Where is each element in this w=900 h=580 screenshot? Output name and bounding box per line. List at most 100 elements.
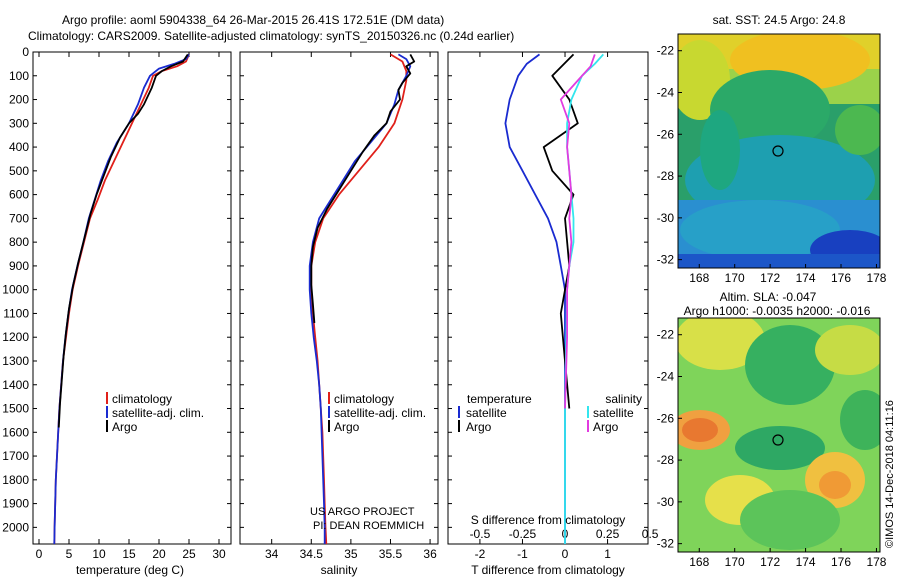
- depth-tick-label: 1600: [2, 425, 29, 439]
- title-line-1: Argo profile: aoml 5904338_64 26-Mar-201…: [62, 13, 444, 27]
- difference-series-t-satellite: [504, 53, 566, 544]
- salinity-xtick-label: 35.5: [379, 547, 403, 561]
- sst-map-xtick-label: 176: [831, 271, 851, 285]
- sla-map-xtick-label: 174: [796, 555, 816, 569]
- sst-map-ytick-label: -22: [657, 44, 675, 58]
- credit-pi: PI: DEAN ROEMMICH: [313, 520, 424, 532]
- sla-map-ytick-label: -24: [657, 370, 675, 384]
- sst-map-xtick-label: 168: [689, 271, 709, 285]
- depth-tick-label: 1500: [2, 402, 29, 416]
- sla-map-ytick-label: -32: [657, 537, 675, 551]
- sla-float-marker: [772, 434, 784, 446]
- legend-climatology-label: climatology: [112, 392, 172, 406]
- difference-xlabel: T difference from climatology: [471, 563, 625, 577]
- sla-map-title: Altim. SLA: -0.047: [720, 290, 817, 304]
- salinity-series-climatology: [310, 53, 408, 544]
- legend-climatology-label: climatology: [334, 392, 394, 406]
- depth-tick-label: 700: [9, 211, 29, 225]
- legend-satellite-label: satellite-adj. clim.: [112, 406, 204, 420]
- sst-map-xtick-label: 178: [866, 271, 886, 285]
- temperature-axes: 0 5 10 15 20 25 30: [33, 51, 231, 561]
- temperature-xtick-label: 10: [92, 547, 106, 561]
- temperature-xtick-label: 20: [152, 547, 166, 561]
- depth-tick-label: 1400: [2, 378, 29, 392]
- salinity-series-satellite: [308, 53, 412, 544]
- sst-map-ytick-label: -30: [657, 211, 675, 225]
- temperature-series-climatology: [53, 54, 190, 544]
- salinity-panel-frame: [239, 51, 439, 545]
- sla-map-frame: [677, 317, 881, 553]
- difference-xtick-label: 1: [604, 547, 611, 561]
- sla-map-axes: 168 170 172 174 176 178 -22 -24 -26 -28 -30 -32: [657, 328, 887, 569]
- sst-map-frame: [677, 33, 881, 269]
- sst-float-marker: [772, 145, 784, 157]
- depth-tick-label: 800: [9, 235, 29, 249]
- legend-salinity-title: salinity: [605, 392, 642, 406]
- legend-s-argo-label: Argo: [593, 420, 619, 434]
- legend-argo-label: Argo: [112, 420, 138, 434]
- sla-map-ytick-label: -26: [657, 411, 675, 425]
- difference-legend-salinity: salinity satellite Argo: [587, 392, 642, 434]
- depth-axis: 0 100 200 300 400 500 600 700 800 900 1000 1100 1200…: [2, 45, 29, 534]
- salinity-series-argo: [310, 53, 416, 324]
- difference-axes: -2 -1 0 1-0.5 -0.25 0 0.25 0.5: [448, 51, 659, 561]
- depth-tick-label: 2000: [2, 520, 29, 534]
- salinity-xtick-label: 34: [265, 547, 279, 561]
- difference-s-tick-label: 0.25: [596, 527, 620, 541]
- sla-map-xtick-label: 170: [725, 555, 745, 569]
- depth-tick-label: 1000: [2, 283, 29, 297]
- sla-map-xtick-label: 176: [831, 555, 851, 569]
- difference-series-s-argo: [559, 54, 596, 409]
- sla-map-ytick-label: -28: [657, 453, 675, 467]
- temperature-xtick-label: 5: [66, 547, 73, 561]
- difference-s-tick-label: 0.5: [642, 527, 659, 541]
- temperature-xtick-label: 15: [122, 547, 136, 561]
- temperature-panel-frame: [32, 51, 232, 545]
- difference-lines: [504, 53, 604, 544]
- temperature-lines: [53, 53, 190, 544]
- depth-tick-label: 500: [9, 164, 29, 178]
- sla-map-xtick-label: 168: [689, 555, 709, 569]
- sst-map-ytick-label: -28: [657, 169, 675, 183]
- difference-s-tick-label: -0.5: [470, 527, 491, 541]
- sst-map-ytick-label: -26: [657, 127, 675, 141]
- sla-map-xtick-label: 178: [866, 555, 886, 569]
- sst-map-ytick-label: -24: [657, 86, 675, 100]
- depth-tick-label: 1900: [2, 497, 29, 511]
- legend-t-satellite-label: satellite: [466, 406, 507, 420]
- salinity-xtick-label: 34.5: [300, 547, 324, 561]
- legend-t-argo-label: Argo: [466, 420, 492, 434]
- depth-tick-label: 1800: [2, 473, 29, 487]
- sst-map-ytick-label: -32: [657, 253, 675, 267]
- depth-tick-label: 600: [9, 188, 29, 202]
- credit-project: US ARGO PROJECT: [310, 506, 415, 518]
- temperature-xtick-label: 25: [182, 547, 196, 561]
- sla-map-subtitle: Argo h1000: -0.0035 h2000: -0.016: [684, 304, 871, 318]
- sla-map-ytick-label: -22: [657, 328, 675, 342]
- legend-s-satellite-label: satellite: [593, 406, 634, 420]
- depth-tick-label: 300: [9, 116, 29, 130]
- depth-tick-label: 0: [22, 45, 29, 59]
- salinity-xlabel: salinity: [321, 563, 358, 577]
- difference-xlabel-salinity: S difference from climatology: [471, 513, 626, 527]
- depth-tick-label: 1300: [2, 354, 29, 368]
- temperature-series-satellite: [53, 53, 190, 544]
- depth-tick-label: 200: [9, 93, 29, 107]
- depth-tick-label: 1100: [3, 306, 29, 320]
- sst-map-title: sat. SST: 24.5 Argo: 24.8: [713, 13, 846, 27]
- temperature-xtick-label: 30: [212, 547, 226, 561]
- title-line-2: Climatology: CARS2009. Satellite-adjuste…: [28, 29, 514, 43]
- temperature-series-argo: [57, 53, 189, 428]
- difference-series-t-argo: [542, 53, 579, 409]
- difference-s-tick-label: -0.25: [509, 527, 537, 541]
- sst-map-xtick-label: 172: [760, 271, 780, 285]
- difference-legend-temperature: temperature satellite Argo: [458, 392, 532, 434]
- salinity-legend: climatology satellite-adj. clim. Argo: [328, 392, 426, 434]
- watermark: ©IMOS 14-Dec-2018 04:11:16: [884, 400, 896, 548]
- legend-temperature-title: temperature: [467, 392, 532, 406]
- sla-map-image: [678, 318, 880, 552]
- temperature-legend: climatology satellite-adj. clim. Argo: [106, 392, 204, 434]
- sst-map-xtick-label: 170: [725, 271, 745, 285]
- depth-tick-label: 100: [9, 69, 29, 83]
